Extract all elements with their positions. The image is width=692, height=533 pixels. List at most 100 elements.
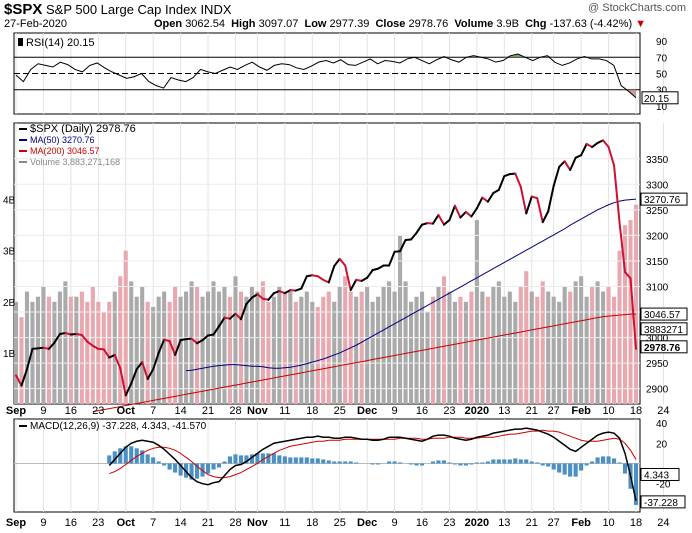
price-x-tick-label: 18 — [306, 405, 318, 417]
macd-histogram-bar — [414, 463, 419, 466]
volume-bar — [249, 286, 254, 404]
macd-histogram-bar — [354, 462, 359, 464]
macd-histogram-bar — [584, 463, 589, 466]
macd-histogram-bar — [238, 455, 244, 464]
rsi-legend-label: RSI(14) 20.15 — [26, 37, 94, 49]
macd-histogram-bar — [370, 463, 375, 465]
rsi-tick-label: 70 — [656, 53, 668, 64]
volume-bar — [551, 296, 556, 404]
chart-title: $SPX S&P 500 Large Cap Index INDX — [4, 1, 232, 18]
price-segment — [157, 338, 166, 354]
price-segment — [174, 339, 182, 356]
price-segment — [53, 333, 61, 344]
price-segment — [47, 341, 56, 350]
macd-last-value: -37.228 — [644, 498, 678, 509]
macd-x-tick-label: 21 — [526, 517, 538, 529]
volume-bar — [529, 291, 534, 404]
low-label: Low — [304, 18, 327, 30]
volume-bar — [74, 296, 79, 404]
volume-bar — [129, 281, 134, 404]
macd-histogram-bar — [282, 456, 287, 464]
volume-bar — [381, 286, 386, 404]
price-segment — [574, 154, 583, 159]
volume-axis-label: 2B — [3, 298, 16, 309]
volume-bar — [469, 291, 474, 404]
volume-bar — [96, 301, 101, 404]
macd-histogram-bar — [452, 463, 457, 465]
price-segment — [218, 316, 226, 328]
volume-bar — [452, 301, 457, 404]
price-segment — [316, 275, 325, 281]
volume-bar — [211, 281, 216, 404]
price-segment — [86, 340, 94, 347]
legend-entry: Volume 3,883,271,168 — [30, 157, 120, 167]
macd-histogram-bar — [145, 454, 150, 464]
price-segment — [514, 172, 522, 188]
price-segment — [552, 165, 561, 187]
price-x-tick-label: 16 — [416, 405, 428, 417]
volume-axis-label: 4B — [3, 196, 16, 207]
macd-signal-line — [109, 429, 637, 479]
quote-summary: Open 3062.54 High 3097.07 Low 2977.39 Cl… — [154, 18, 646, 30]
macd-histogram-bar — [579, 463, 584, 471]
price-segment — [102, 348, 111, 359]
price-segment — [607, 146, 616, 167]
macd-histogram-bar — [633, 463, 639, 505]
price-segment — [349, 278, 358, 292]
price-segment — [234, 312, 242, 321]
volume-bar — [458, 296, 463, 404]
price-x-tick-label: 27 — [548, 405, 560, 417]
volume-bar — [46, 296, 51, 404]
volume-bar — [112, 291, 117, 404]
macd-histogram-bar — [178, 463, 183, 476]
price-tick-label: 2950 — [646, 359, 669, 370]
volume-bar — [140, 286, 145, 404]
price-segment — [190, 337, 199, 345]
volume-bar — [441, 276, 447, 404]
price-segment — [168, 340, 177, 356]
price-x-tick-label: 16 — [65, 405, 77, 417]
macd-histogram-bar — [343, 461, 348, 464]
price-segment — [536, 197, 544, 224]
volume-bar — [101, 312, 106, 404]
price-segment — [388, 250, 396, 267]
volume-bar — [398, 235, 403, 404]
macd-histogram-bar — [162, 463, 167, 466]
volume-bar — [513, 301, 518, 404]
close-value: 2978.76 — [408, 18, 449, 30]
volume-bar — [13, 301, 19, 404]
volume-bar — [590, 286, 595, 404]
price-segment — [267, 292, 275, 301]
volume-bar — [601, 291, 606, 404]
volume-bar — [354, 296, 359, 404]
macd-x-tick-label: 2020 — [465, 517, 489, 529]
macd-histogram-bar — [304, 457, 309, 464]
volume-bar — [414, 296, 419, 404]
volume-bar — [408, 301, 414, 404]
macd-histogram-bar — [430, 461, 436, 464]
volume-bar — [227, 296, 233, 404]
price-x-tick-label: Dec — [357, 405, 377, 417]
macd-histogram-bar — [315, 458, 320, 464]
macd-x-tick-label: 27 — [548, 517, 560, 529]
macd-histogram-bar — [474, 462, 479, 464]
ma50-last-value-box — [640, 192, 688, 206]
ma200-line — [92, 313, 636, 413]
price-x-tick-label: Feb — [571, 405, 591, 417]
exchange: INDX — [200, 2, 232, 17]
macd-x-tick-label: 18 — [630, 517, 642, 529]
volume-bar — [24, 291, 30, 404]
macd-histogram-bar — [216, 463, 222, 468]
volume-bar — [30, 301, 35, 404]
volume-bar — [299, 296, 304, 404]
price-tick-label: 3250 — [646, 206, 669, 217]
macd-histogram-bar — [156, 461, 161, 464]
macd-histogram-bar — [485, 461, 490, 464]
quote-date: 27-Feb-2020 — [4, 18, 67, 30]
macd-panel — [13, 418, 641, 513]
macd-histogram-bar — [387, 461, 392, 464]
volume-bar — [266, 301, 271, 404]
price-tick-label: 3350 — [646, 155, 669, 166]
low-value: 2977.39 — [329, 18, 370, 30]
macd-histogram-bar — [540, 463, 545, 466]
